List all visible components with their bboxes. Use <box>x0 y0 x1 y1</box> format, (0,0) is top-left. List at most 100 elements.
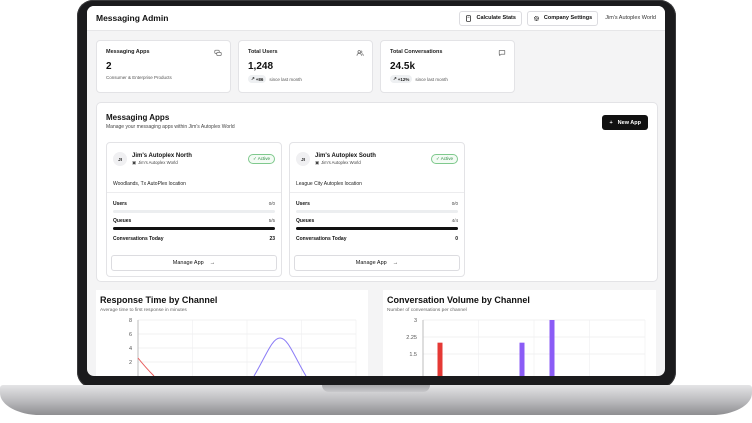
calculator-icon <box>466 14 472 22</box>
stat-card-total-conversations: Total Conversations 24.5k ↗ +12% since la… <box>380 40 515 93</box>
calculate-stats-label: Calculate Stats <box>476 15 516 21</box>
metric-value: 4/4 <box>451 218 458 223</box>
arrow-right-icon: → <box>392 260 399 266</box>
y-tick-label: 2 <box>129 360 132 366</box>
avatar: JI <box>113 152 127 166</box>
status-label: Active <box>440 156 453 161</box>
chart-bar <box>437 342 443 376</box>
metric-label: Queues <box>296 218 315 224</box>
stat-value: 24.5k <box>390 61 416 72</box>
chart-title: Response Time by Channel <box>100 295 218 305</box>
users-progress <box>296 210 458 213</box>
trend-up-icon: ↗ <box>251 76 255 81</box>
stat-label: Total Users <box>248 49 278 55</box>
y-tick-label: 6 <box>129 332 132 338</box>
metric-label: Conversations Today <box>113 236 164 242</box>
arrow-right-icon: → <box>209 260 216 266</box>
stat-card-messaging-apps: Messaging Apps 2 Consumer & Enterprise P… <box>96 40 231 93</box>
manage-app-label: Manage App <box>172 260 204 266</box>
queues-progress-fill <box>296 227 458 230</box>
metric-queues: Queues 4/4 <box>296 218 458 224</box>
app-name: Jim's Autoplex South <box>315 152 376 159</box>
chart-bar <box>519 342 525 376</box>
app-location: League City Autoplex location <box>296 181 362 187</box>
manage-app-label: Manage App <box>355 260 387 266</box>
messages-icon <box>214 49 222 56</box>
chat-icon <box>498 50 506 56</box>
new-app-button[interactable]: + New App <box>602 115 648 130</box>
response-time-chart: Response Time by Channel Average time to… <box>96 290 368 376</box>
company-settings-button[interactable]: Company Settings <box>526 10 599 26</box>
app-org: Jim's Autoplex World <box>321 160 361 165</box>
stat-value: 2 <box>106 61 112 72</box>
line-chart-svg: 8 6 4 2 <box>129 318 357 376</box>
queues-progress <box>113 227 275 230</box>
stat-label: Total Conversations <box>390 49 443 55</box>
metric-label: Users <box>296 201 310 207</box>
status-label: Active <box>257 156 270 161</box>
status-badge: ✓ Active <box>247 154 275 164</box>
y-tick-label: 8 <box>129 318 132 324</box>
metric-value: 23 <box>269 236 275 242</box>
metric-queues: Queues 5/5 <box>113 218 275 224</box>
stat-label: Messaging Apps <box>106 49 150 55</box>
new-app-label: New App <box>617 119 641 126</box>
stat-sub: Consumer & Enterprise Products <box>106 75 172 80</box>
metric-label: Conversations Today <box>296 236 347 242</box>
screen: Messaging Admin Calculate Stats Company … <box>87 6 665 376</box>
app-card-north[interactable]: JI Jim's Autoplex North ▣ Jim's Autoplex … <box>106 142 282 277</box>
metric-value: 0/0 <box>268 201 275 206</box>
section-subtitle: Manage your messaging apps within Jim's … <box>106 124 235 130</box>
series-line <box>253 337 307 376</box>
app-location: Woodlands, Tx AutoPlex location <box>113 181 186 187</box>
building-icon: ▣ <box>132 159 137 165</box>
chart-subtitle: Number of conversations per channel <box>387 308 467 313</box>
metric-label: Queues <box>113 218 132 224</box>
stat-delta: +86 <box>255 76 264 82</box>
stat-delta: +12% <box>397 76 410 82</box>
queues-progress <box>296 227 458 230</box>
app-card-south[interactable]: JI Jim's Autoplex South ▣ Jim's Autoplex … <box>289 142 465 277</box>
stat-card-total-users: Total Users 1,248 ↗ +86 since last month <box>238 40 373 93</box>
calculate-stats-button[interactable]: Calculate Stats <box>459 10 522 26</box>
company-settings-label: Company Settings <box>543 15 593 21</box>
laptop-notch <box>322 385 430 392</box>
status-badge: ✓ Active <box>430 154 458 164</box>
manage-app-button[interactable]: Manage App → <box>111 255 277 271</box>
y-tick-label: 1.5 <box>409 352 417 358</box>
metric-value: 0/0 <box>451 201 458 206</box>
chart-bar <box>549 320 555 376</box>
queues-progress-fill <box>113 227 275 230</box>
app-name: Jim's Autoplex North <box>132 152 192 159</box>
chart-title: Conversation Volume by Channel <box>387 295 530 305</box>
metric-conversations-today: Conversations Today 0 <box>296 236 458 242</box>
bar-chart-svg: 3 2.25 1.5 <box>406 318 646 376</box>
conversation-volume-chart: Conversation Volume by Channel Number of… <box>383 290 656 376</box>
trend-badge: ↗ +12% <box>390 75 413 83</box>
y-tick-label: 3 <box>414 318 417 324</box>
building-icon: ▣ <box>315 159 320 165</box>
metric-users: Users 0/0 <box>296 201 458 207</box>
series-line <box>137 357 155 376</box>
y-tick-label: 2.25 <box>406 335 417 341</box>
users-progress <box>113 210 275 213</box>
stat-sub: since last month <box>415 76 448 82</box>
metric-users: Users 0/0 <box>113 201 275 207</box>
avatar: JI <box>296 152 310 166</box>
tenant-name[interactable]: Jim's Autoplex World <box>605 15 656 21</box>
plus-icon: + <box>609 119 613 126</box>
app-header: Messaging Admin Calculate Stats Company … <box>87 6 665 31</box>
users-icon <box>356 50 364 56</box>
gear-icon <box>533 15 539 21</box>
manage-app-button[interactable]: Manage App → <box>294 255 460 271</box>
divider <box>107 192 281 193</box>
divider <box>290 192 464 193</box>
y-tick-label: 4 <box>129 346 132 352</box>
app-org: Jim's Autoplex World <box>138 160 178 165</box>
trend-badge: ↗ +86 <box>248 75 267 83</box>
metric-value: 0 <box>455 236 458 242</box>
messaging-apps-panel: Messaging Apps Manage your messaging app… <box>96 102 658 282</box>
metric-value: 5/5 <box>268 218 275 223</box>
metric-label: Users <box>113 201 127 207</box>
stat-value: 1,248 <box>248 61 274 72</box>
